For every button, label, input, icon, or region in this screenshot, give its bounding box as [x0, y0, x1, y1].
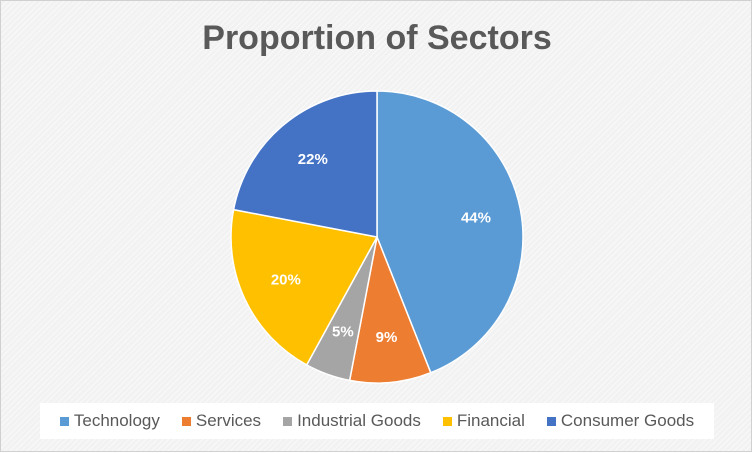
legend-item-services[interactable]: Services [181, 411, 262, 431]
chart-title: Proportion of Sectors [202, 19, 552, 57]
data-label-services: 9% [376, 329, 398, 346]
pie-slice-technology[interactable] [376, 90, 524, 374]
legend-swatch [181, 416, 191, 426]
legend-swatch [283, 416, 293, 426]
legend: Technology Services Industrial Goods Financ… [40, 403, 714, 439]
legend-label: Services [195, 411, 262, 430]
legend-item-consumer-goods[interactable]: Consumer Goods [546, 411, 695, 431]
legend-label: Financial [456, 411, 525, 430]
legend-item-technology[interactable]: Technology [59, 411, 160, 431]
data-label-financial: 20% [271, 271, 301, 288]
pie-slice-financial[interactable] [230, 208, 379, 366]
data-label-consumer-goods: 22% [298, 151, 328, 168]
legend-label: Consumer Goods [560, 411, 695, 430]
data-label-industrial-goods: 5% [332, 323, 354, 340]
legend-swatch [442, 416, 452, 426]
data-label-technology: 44% [461, 210, 491, 227]
legend-swatch [59, 416, 69, 426]
legend-label: Technology [73, 411, 160, 430]
legend-label: Industrial Goods [297, 411, 421, 430]
legend-item-financial[interactable]: Financial [442, 411, 525, 431]
legend-item-industrial-goods[interactable]: Industrial Goods [283, 411, 421, 431]
pie-slice-consumer-goods[interactable] [232, 90, 378, 238]
legend-swatch [546, 416, 556, 426]
pie-slice-services[interactable] [348, 234, 432, 384]
